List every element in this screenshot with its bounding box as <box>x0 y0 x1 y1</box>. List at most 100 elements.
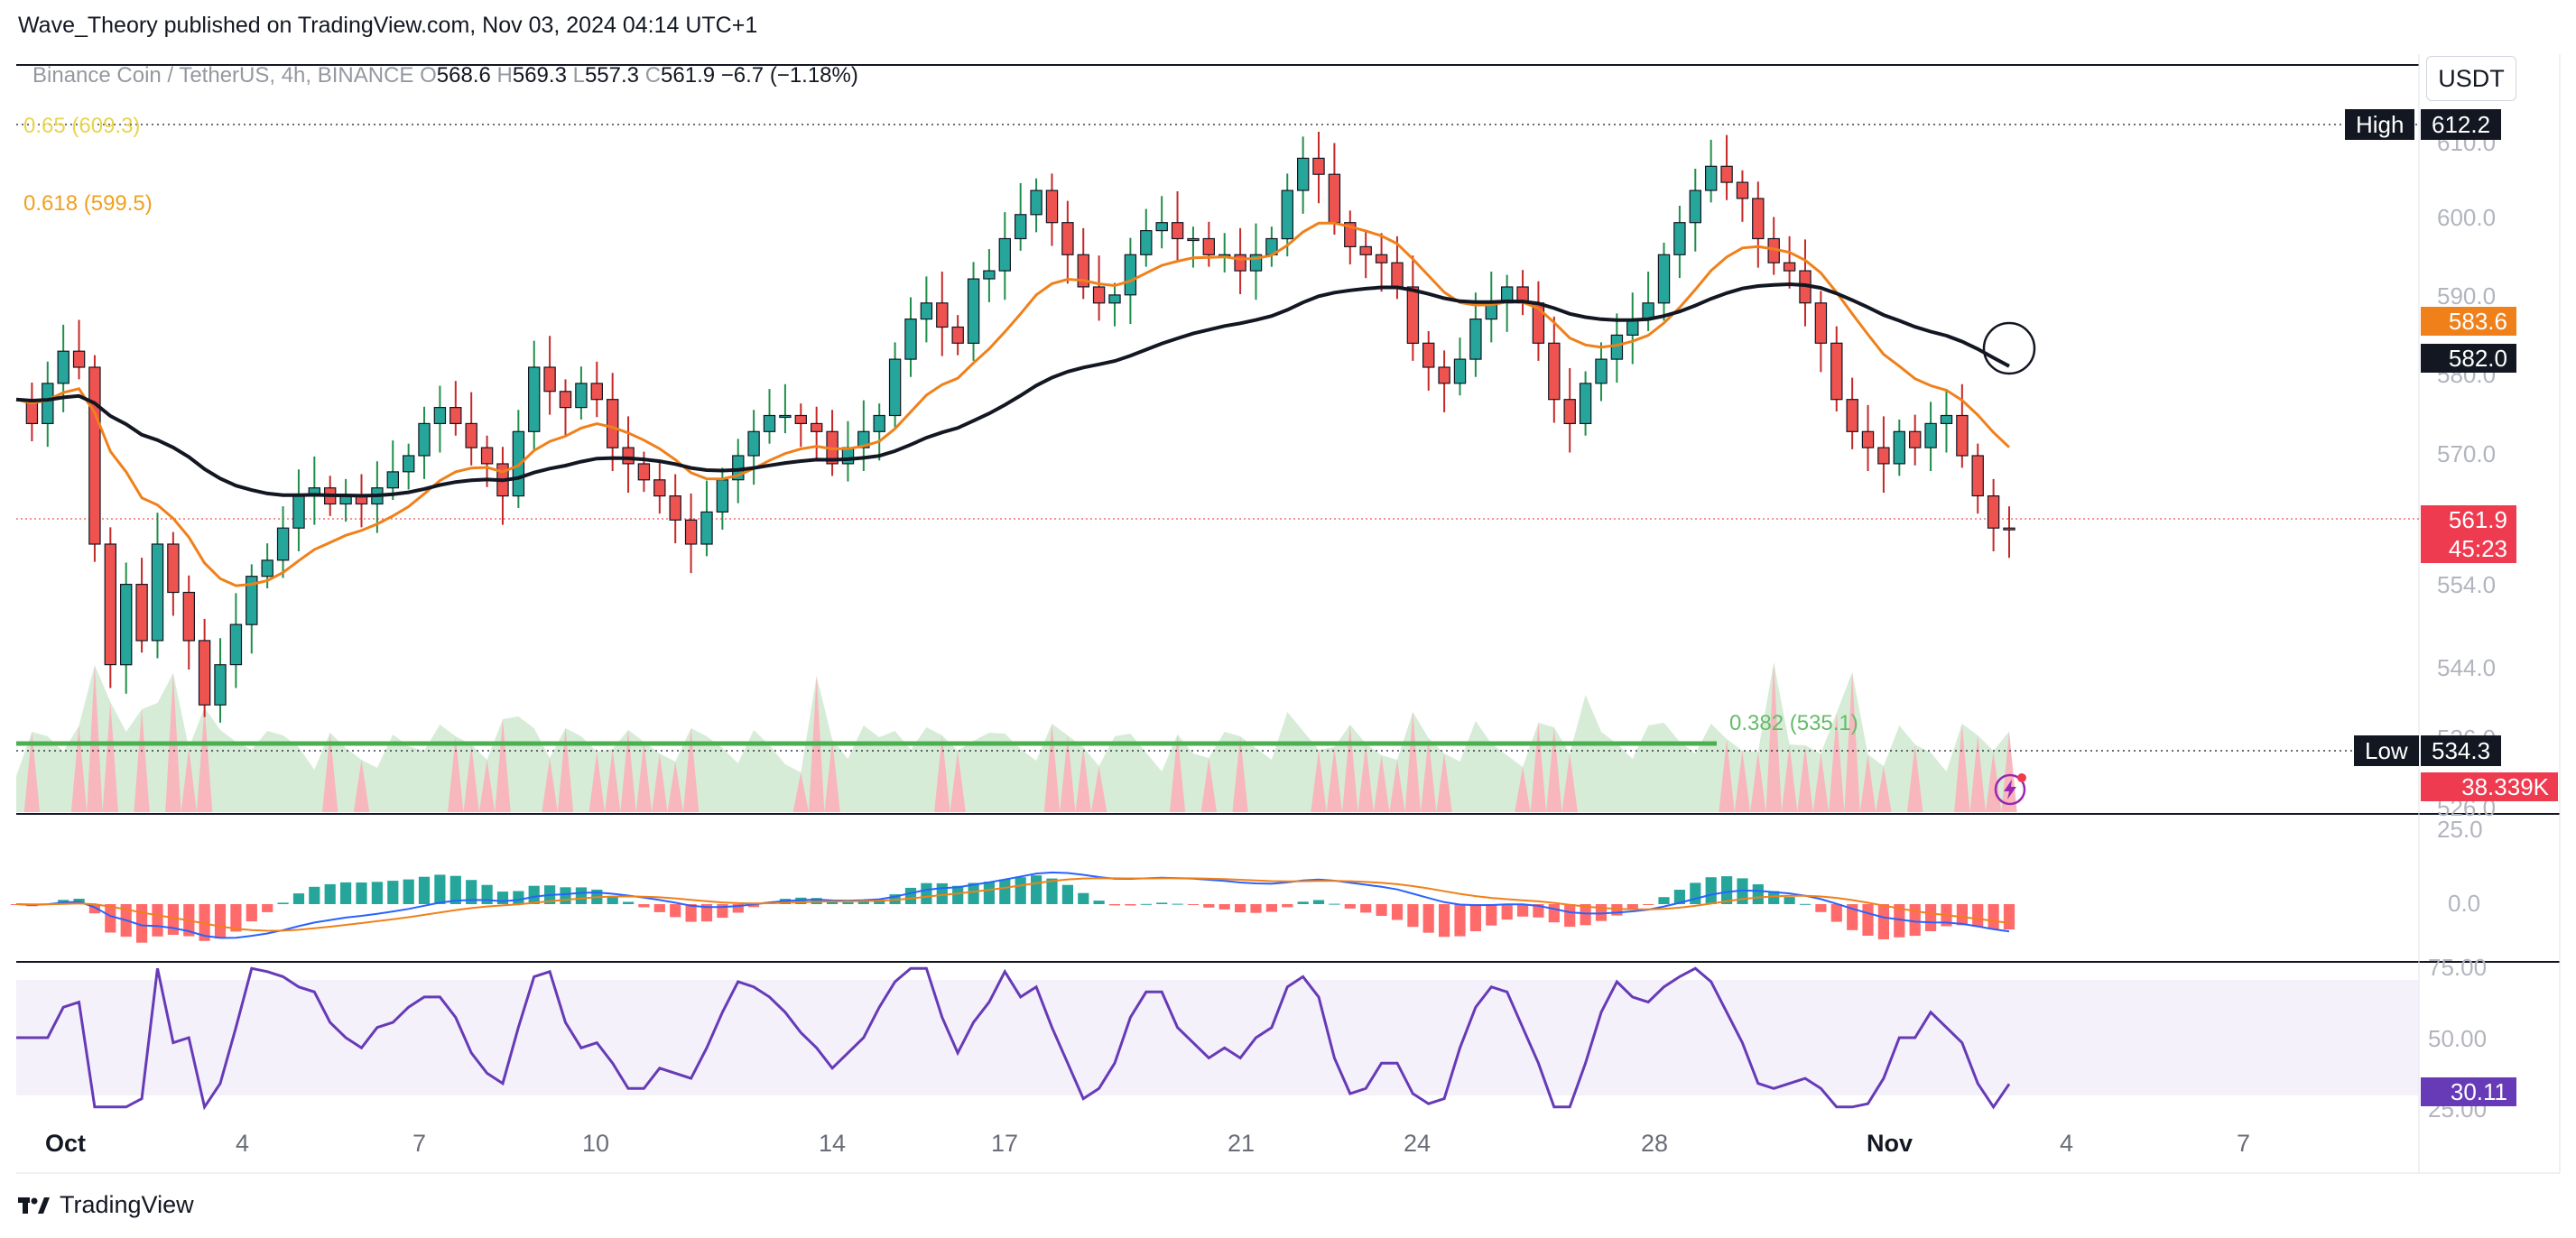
macd-histogram-bar <box>1140 903 1152 905</box>
macd-histogram-bar <box>670 904 681 918</box>
candle-body <box>622 447 635 465</box>
x-tick: 7 <box>2237 1130 2251 1157</box>
macd-histogram-bar <box>1344 904 1356 909</box>
volume-down-spike <box>1060 735 1076 812</box>
candle-body <box>229 624 243 666</box>
macd-histogram-bar <box>1061 884 1073 904</box>
macd-histogram-bar <box>1658 897 1670 904</box>
volume-down-spike <box>322 733 338 812</box>
candle-body <box>779 414 792 419</box>
volume-down-spike <box>23 732 41 812</box>
rsi-line <box>16 966 2011 1111</box>
macd-histogram-bar <box>1564 904 1576 928</box>
price-tick: 600.0 <box>2437 204 2497 231</box>
macd-histogram-bar <box>1768 891 1780 904</box>
candle-body <box>857 430 870 448</box>
candle-body <box>794 414 808 424</box>
low-value-tag: 534.3 <box>2421 735 2502 766</box>
candle-body <box>700 511 713 545</box>
candle-body <box>1077 254 1089 288</box>
symbol-name: Binance Coin / TetherUS, 4h, BINANCE <box>32 63 414 88</box>
volume-down-spike <box>1404 712 1421 812</box>
macd-histogram-bar <box>1533 904 1544 918</box>
macd-pane[interactable] <box>10 871 2015 943</box>
x-tick: 24 <box>1404 1130 1432 1157</box>
candle-body <box>57 350 69 384</box>
rsi-tick: 75.00 <box>2428 954 2488 981</box>
macd-histogram-bar <box>1815 904 1827 912</box>
candle-body <box>418 422 431 457</box>
volume-down-spike <box>1169 734 1186 812</box>
volume-down-spike <box>353 760 370 812</box>
bolt-icon[interactable] <box>1993 772 2027 807</box>
volume-down-spike <box>667 762 683 812</box>
symbol-legend[interactable]: Binance Coin / TetherUS, 4h, BINANCE O 56… <box>32 63 858 88</box>
candle-body <box>449 407 462 425</box>
macd-histogram-bar <box>167 904 179 935</box>
macd-histogram-bar <box>1956 904 1968 926</box>
macd-histogram-bar <box>1391 904 1404 920</box>
macd-histogram-bar <box>466 880 477 904</box>
open-label: O <box>420 63 437 88</box>
macd-histogram-bar <box>403 879 414 904</box>
candle-body <box>1673 222 1686 255</box>
change-value: −6.7 (−1.18%) <box>720 63 858 88</box>
candles[interactable] <box>25 132 2015 723</box>
macd-histogram-bar <box>1093 901 1105 904</box>
macd-histogram-bar <box>1894 904 1905 938</box>
macd-histogram-bar <box>1705 877 1717 904</box>
volume-area-fill <box>16 662 2009 812</box>
macd-histogram-bar <box>1046 878 1058 904</box>
macd-histogram-bar <box>2003 904 2015 930</box>
candle-body <box>637 463 651 481</box>
volume-down-spike <box>478 760 496 812</box>
candle-body <box>135 583 148 642</box>
macd-histogram-bar <box>983 882 995 904</box>
volume-down-spike <box>1075 747 1091 812</box>
candle-body <box>1595 358 1608 384</box>
volume-down-spike <box>605 749 621 812</box>
volume-down-spike <box>1750 752 1766 812</box>
volume-down-spike <box>950 751 966 812</box>
macd-histogram-bar <box>262 904 273 912</box>
candle-body <box>1924 422 1937 448</box>
candle-body <box>214 664 227 706</box>
volume-down-spike <box>1043 724 1061 812</box>
macd-histogram-bar <box>1501 904 1513 920</box>
candle-body <box>543 366 556 393</box>
macd-signal-line <box>15 877 2010 932</box>
candle-body <box>716 479 729 513</box>
macd-tick: 0.0 <box>2448 890 2481 917</box>
macd-histogram-bar <box>1690 882 1701 904</box>
macd-histogram-bar <box>1031 875 1042 904</box>
macd-histogram-bar <box>560 887 571 904</box>
macd-histogram-bar <box>1988 904 1999 929</box>
footer-brand-text: TradingView <box>60 1191 194 1218</box>
currency-button[interactable]: USDT <box>2426 56 2516 101</box>
candle-body <box>1375 254 1388 263</box>
high-value: 569.3 <box>512 63 567 88</box>
macd-histogram-bar <box>1909 904 1921 937</box>
macd-histogram-bar <box>1312 900 1325 904</box>
ema50-badge: 583.6 <box>2421 307 2516 336</box>
macd-histogram-bar <box>1643 904 1654 905</box>
volume-down-spike <box>1357 744 1374 812</box>
candle-body <box>104 543 116 666</box>
candle-body <box>1909 430 1922 448</box>
macd-histogram-bar <box>88 904 100 914</box>
volume-down-spike <box>1797 745 1813 812</box>
low-value: 557.3 <box>584 63 640 88</box>
footer-brand[interactable]: TradingView <box>18 1191 194 1219</box>
macd-histogram-bar <box>340 882 352 904</box>
candle-body <box>1140 230 1153 255</box>
volume-down-spike <box>1436 753 1452 812</box>
volume-down-spike <box>87 665 103 812</box>
candle-body <box>1736 181 1749 199</box>
macd-histogram-bar <box>1125 904 1136 906</box>
fib-065-label: 0.65 (609.3) <box>23 114 141 138</box>
rsi-pane[interactable] <box>16 966 2419 1111</box>
volume-down-spike <box>1200 758 1217 812</box>
macd-histogram-bar <box>277 902 289 904</box>
candle-body <box>403 455 415 473</box>
